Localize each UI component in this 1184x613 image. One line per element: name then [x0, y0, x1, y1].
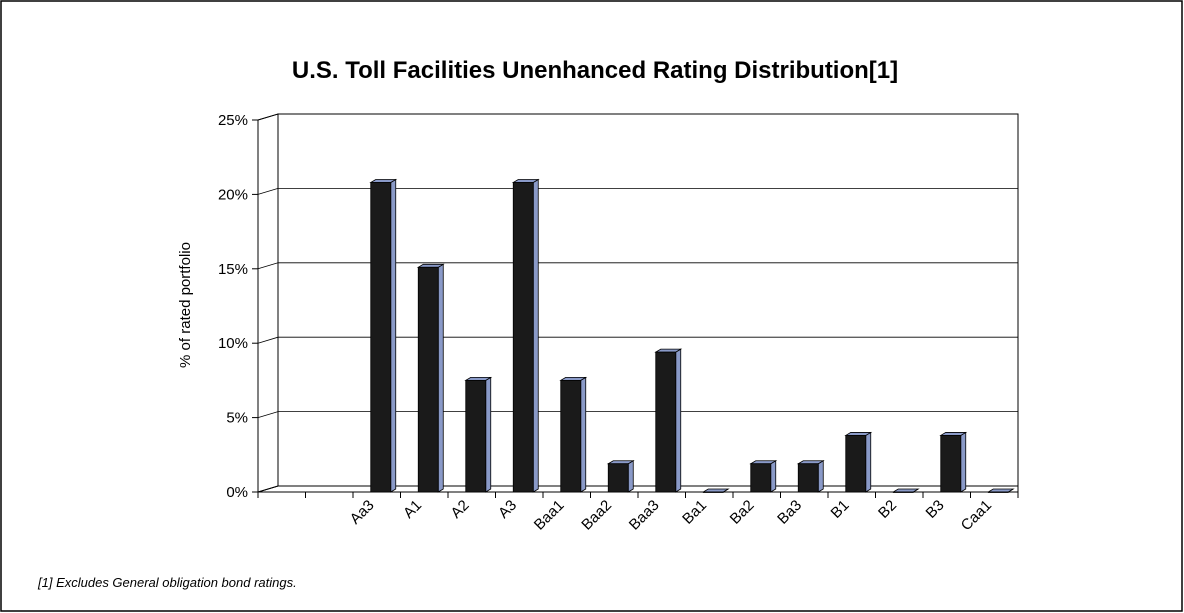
bar: [892, 491, 914, 493]
bar: [797, 463, 819, 493]
bar-top: [796, 460, 825, 465]
grid-line: [257, 187, 1018, 195]
bar-side: [770, 460, 777, 493]
bar-side: [865, 431, 872, 493]
bar: [370, 182, 392, 493]
bar: [607, 463, 629, 493]
y-axis-label: % of rated portfolio: [177, 242, 194, 368]
bar-top: [891, 488, 920, 493]
y-tick-label: 20%: [218, 186, 248, 203]
bar-top: [369, 179, 398, 183]
bar: [655, 351, 677, 493]
bar: [702, 491, 724, 493]
bar-top: [606, 460, 635, 465]
bar-top: [416, 263, 445, 268]
bar-top: [511, 179, 540, 183]
y-tick-label: 10%: [218, 335, 248, 352]
bar-side: [627, 460, 634, 493]
grid-line: [257, 262, 1018, 270]
bar: [465, 379, 487, 493]
bar-side: [390, 178, 397, 493]
bar-side: [437, 263, 444, 493]
bar-top: [701, 488, 730, 493]
bar-top: [559, 376, 588, 381]
bar-top: [939, 432, 968, 436]
bar-top: [749, 460, 778, 465]
footnote: [1] Excludes General obligation bond rat…: [37, 575, 297, 590]
y-tick-label: 15%: [218, 261, 248, 278]
bar-side: [580, 376, 587, 493]
grid-line: [257, 336, 1018, 344]
bar-side: [960, 431, 967, 493]
y-tick-label: 0%: [226, 484, 248, 501]
grid-line: [257, 113, 1018, 121]
bar-top: [844, 432, 873, 436]
bar-side: [532, 178, 539, 493]
y-tick-label: 25%: [218, 112, 248, 129]
bar-side: [485, 376, 492, 493]
bar: [512, 182, 534, 493]
bar: [417, 266, 439, 493]
bar: [845, 435, 867, 493]
bar-top: [464, 376, 493, 381]
grid-line: [257, 411, 1018, 418]
y-tick-label: 5%: [226, 410, 248, 427]
chart-title: U.S. Toll Facilities Unenhanced Rating D…: [292, 57, 898, 84]
bar: [750, 463, 772, 493]
bar-side: [817, 460, 824, 493]
bar: [560, 379, 582, 493]
bar-side: [675, 348, 682, 493]
bar: [940, 435, 962, 493]
bar-top: [654, 348, 683, 353]
side-wall: [257, 113, 279, 493]
bar: [987, 491, 1009, 493]
bar-top: [986, 488, 1015, 493]
